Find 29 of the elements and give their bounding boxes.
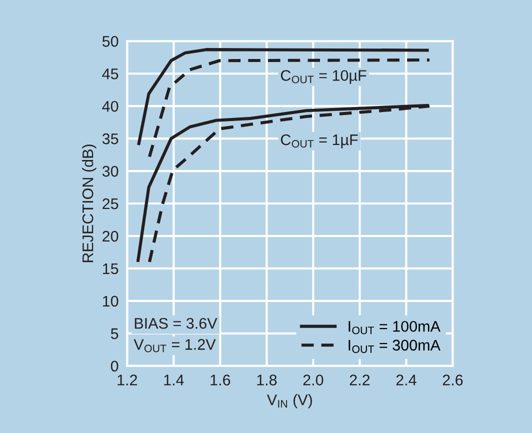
legend-label: I$_{OUT}$ = 100mA xyxy=(348,320,440,334)
y-axis-title: REJECTION (dB) xyxy=(82,144,96,262)
y-tick-label: 40 xyxy=(102,100,118,112)
legend-label: I$_{OUT}$ = 300mA xyxy=(348,340,440,353)
y-tick-label: 5 xyxy=(110,328,118,340)
annotation: C$_{OUT}$ = 1µF xyxy=(280,134,358,148)
x-tick-label: 1.4 xyxy=(164,374,184,386)
annotation: BIAS = 3.6V xyxy=(134,318,218,329)
x-tick-label: 1.2 xyxy=(118,374,137,386)
x-tick-label: 1.8 xyxy=(257,374,277,386)
x-tick-label: 2.0 xyxy=(303,374,324,386)
annotation: V$_{OUT}$ = 1.2V xyxy=(134,339,216,352)
y-tick-label: 45 xyxy=(102,68,118,80)
x-tick-label: 2.4 xyxy=(396,374,416,386)
y-tick-label: 10 xyxy=(102,296,118,307)
line-series xyxy=(148,58,432,158)
y-tick-label: 35 xyxy=(102,133,118,144)
y-tick-label: 0 xyxy=(110,360,118,372)
x-tick-label: 1.6 xyxy=(210,374,230,386)
x-axis-title: V$_{IN}$ (V) xyxy=(266,394,312,408)
x-tick-label: 2.2 xyxy=(350,374,370,386)
x-tick-label: 2.6 xyxy=(442,374,463,386)
y-tick-label: 25 xyxy=(102,198,118,210)
y-tick-label: 15 xyxy=(102,263,118,274)
y-tick-label: 20 xyxy=(102,230,118,242)
annotation: C$_{OUT}$ = 10µF xyxy=(280,70,366,84)
line-series xyxy=(137,48,430,147)
y-tick-label: 30 xyxy=(102,166,118,177)
y-tick-label: 50 xyxy=(102,36,118,47)
